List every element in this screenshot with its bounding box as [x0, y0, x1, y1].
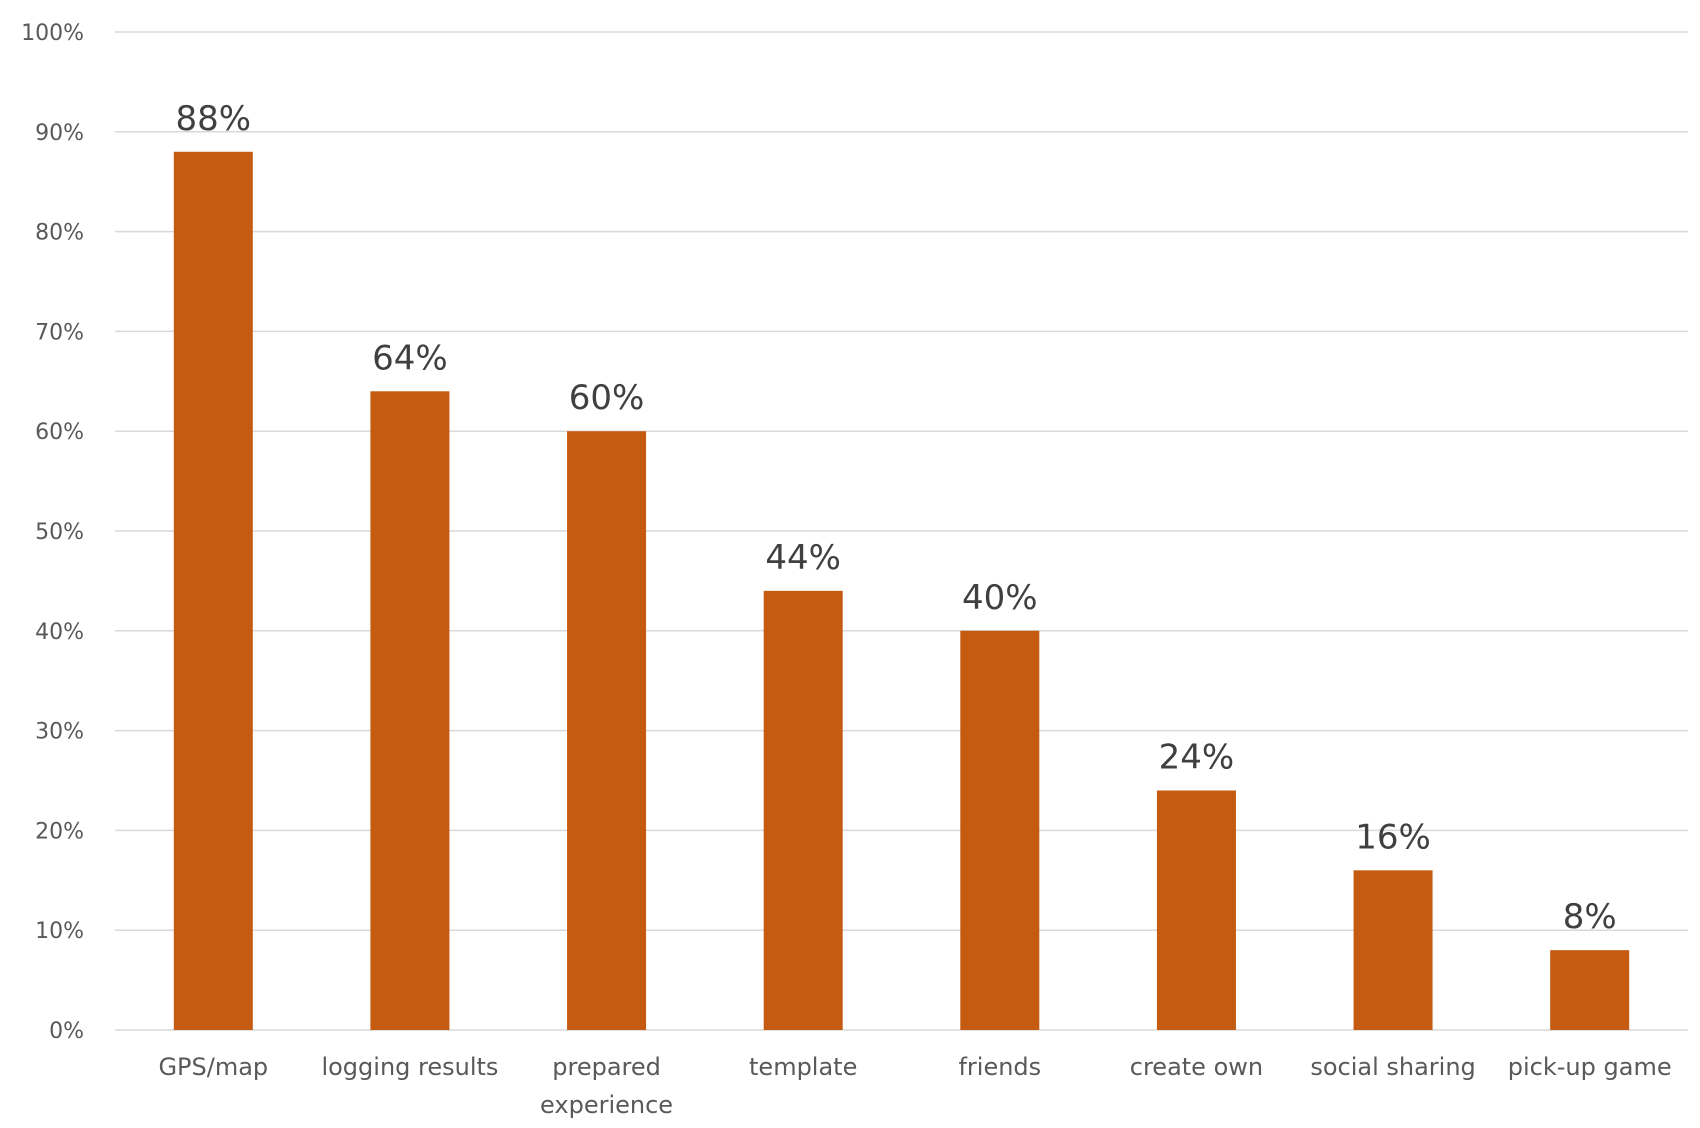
bar [173, 151, 253, 1030]
y-tick-label: 0% [49, 1019, 84, 1044]
category-label-line: create own [1130, 1053, 1263, 1081]
category-labels: GPS/map logging results prepared experience… [158, 1053, 1671, 1119]
category-label: GPS/map [158, 1053, 268, 1081]
data-label: 8% [1563, 897, 1617, 937]
y-tick-label: 40% [35, 620, 84, 645]
y-tick-label: 70% [35, 320, 84, 345]
y-tick-label: 30% [35, 720, 84, 745]
bar [960, 630, 1040, 1030]
category-label-line: logging results [321, 1053, 498, 1081]
category-label: template [749, 1053, 857, 1081]
bar [567, 431, 647, 1030]
bars [173, 151, 1630, 1030]
category-label: social sharing [1310, 1053, 1475, 1081]
category-label-line: prepared [552, 1053, 661, 1081]
bar [1550, 950, 1630, 1030]
category-label: logging results [321, 1053, 498, 1081]
y-tick-label: 10% [35, 919, 84, 944]
y-tick-label: 50% [35, 520, 84, 545]
category-label-line: pick-up game [1508, 1053, 1672, 1081]
data-label: 44% [765, 538, 841, 578]
bar [1353, 870, 1433, 1030]
category-label: prepared experience [540, 1053, 673, 1119]
bar [370, 391, 450, 1030]
y-tick-label: 90% [35, 121, 84, 146]
category-label-line: friends [958, 1053, 1041, 1081]
y-tick-label: 100% [21, 21, 84, 46]
y-axis-tick-labels: 0% 10% 20% 30% 40% 50% 60% 70% 80% 90% 100% [21, 21, 84, 1044]
data-label: 60% [569, 378, 645, 418]
data-labels: 88% 64% 60% 44% 40% 24% 16% 8% [176, 99, 1617, 937]
category-label-line: experience [540, 1091, 673, 1119]
data-label: 16% [1355, 817, 1431, 857]
data-label: 40% [962, 578, 1038, 618]
category-label-line: social sharing [1310, 1053, 1475, 1081]
data-label: 24% [1159, 737, 1235, 777]
category-label-line: GPS/map [158, 1053, 268, 1081]
category-label: friends [958, 1053, 1041, 1081]
data-label: 88% [176, 99, 252, 139]
y-tick-label: 80% [35, 221, 84, 246]
y-tick-label: 20% [35, 819, 84, 844]
data-label: 64% [372, 338, 448, 378]
bar [1156, 790, 1236, 1030]
gridlines [115, 31, 1688, 1031]
category-label: pick-up game [1508, 1053, 1672, 1081]
category-label: create own [1130, 1053, 1263, 1081]
bar [763, 590, 843, 1030]
category-label-line: template [749, 1053, 857, 1081]
y-tick-label: 60% [35, 420, 84, 445]
